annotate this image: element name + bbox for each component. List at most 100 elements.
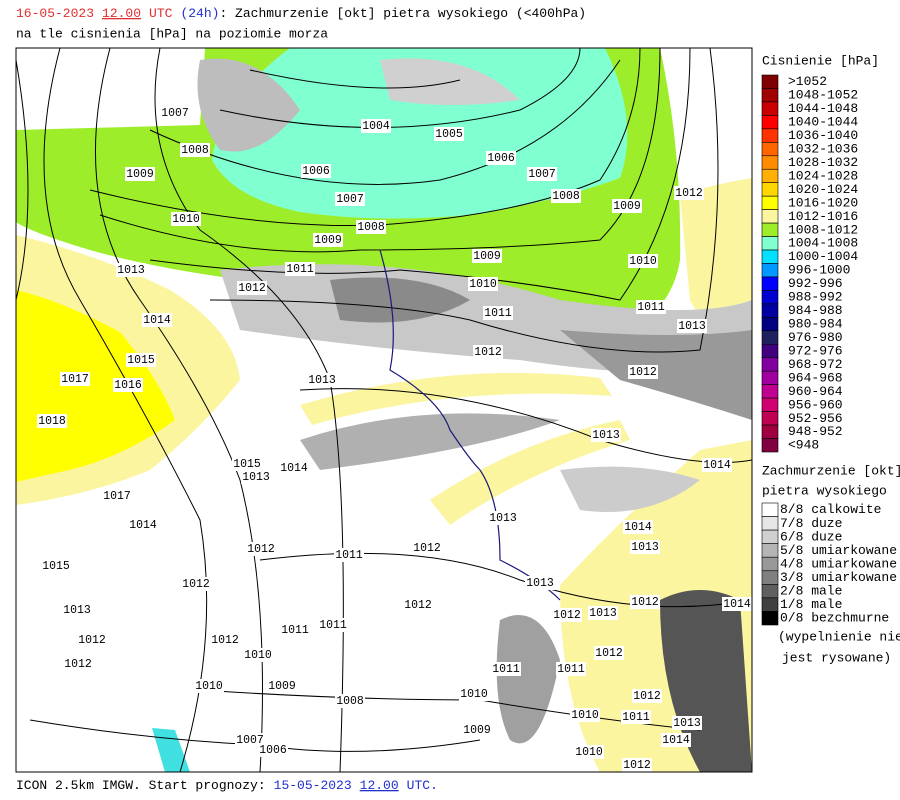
legend-swatch — [761, 276, 779, 291]
legend-swatch — [761, 115, 779, 130]
isobar-label-bg — [361, 119, 391, 133]
legend-label: 996-1000 — [788, 263, 850, 278]
legend-label: 992-996 — [788, 276, 843, 291]
legend-swatch — [761, 438, 779, 453]
isobar-label-bg — [301, 164, 331, 178]
isobar-label-bg — [630, 595, 660, 609]
isobar-label-bg — [472, 249, 502, 263]
map-frame — [15, 47, 753, 773]
legend-label: 1036-1040 — [788, 128, 858, 143]
isobar-label: 1013 — [673, 717, 701, 730]
isobar-label: 1012 — [675, 187, 703, 200]
utc: UTC — [149, 6, 173, 21]
legend-label: 1020-1024 — [788, 182, 858, 197]
isobar-label: 1013 — [242, 471, 270, 484]
legend-swatch — [761, 330, 779, 345]
isobar-label: 1015 — [127, 354, 155, 367]
legend-swatch — [761, 290, 779, 305]
isobar-label: 1011 — [335, 549, 363, 562]
start-hour: 12.00 — [360, 778, 399, 793]
isobar-label-bg — [334, 548, 364, 562]
isobar-label: 1012 — [629, 366, 657, 379]
isobar-label-bg — [237, 281, 267, 295]
isobar-label: 1011 — [557, 663, 585, 676]
isobar-label: 1012 — [474, 346, 502, 359]
cloud-legend-title: pietra wysokiego — [762, 483, 887, 498]
isobar-label-bg — [77, 633, 107, 647]
start-utc: UTC. — [407, 778, 438, 793]
isobar-label: 1013 — [592, 429, 620, 442]
isobar-label: 1014 — [723, 598, 751, 611]
cloud-legend-note: (wypelnienie nie — [778, 629, 900, 644]
isobar-label-bg — [612, 199, 642, 213]
cloud-legend-title: Zachmurzenie [okt] — [762, 463, 900, 478]
isobar-label: 1017 — [103, 490, 131, 503]
isobar-label-bg — [491, 662, 521, 676]
lead: (24h) — [180, 6, 219, 21]
isobar-label-bg — [527, 167, 557, 181]
legend-swatch — [761, 543, 779, 558]
isobar-label-bg — [246, 542, 276, 556]
isobar-label: 1012 — [64, 658, 92, 671]
isobar-label-bg — [623, 520, 653, 534]
cloud-legend-note: jest rysowane) — [782, 650, 891, 665]
isobar-label-bg — [702, 458, 732, 472]
isobar-label: 1007 — [161, 107, 189, 120]
isobar-label: 1012 — [182, 578, 210, 591]
isobar-label-bg — [335, 694, 365, 708]
isobar-label-bg — [434, 127, 464, 141]
isobar-label: 1010 — [460, 688, 488, 701]
legend-label: 952-956 — [788, 411, 843, 426]
isobar-label: 1008 — [357, 221, 385, 234]
legend-label: 1044-1048 — [788, 101, 858, 116]
isobar-label-bg — [661, 733, 691, 747]
legend-swatch — [761, 249, 779, 264]
legend-label: 972-976 — [788, 343, 843, 358]
isobar-label: 1012 — [404, 599, 432, 612]
isobar-label-bg — [574, 745, 604, 759]
isobar-label-bg — [171, 212, 201, 226]
isobar-label-bg — [672, 716, 702, 730]
isobar-label-bg — [473, 345, 503, 359]
legend-label: 988-992 — [788, 290, 843, 305]
isobar-label-bg — [462, 723, 492, 737]
isobar-label-bg — [267, 679, 297, 693]
legend-label: 1004-1008 — [788, 236, 858, 251]
start-date: 15-05-2023 — [274, 778, 352, 793]
isobar-label-bg — [180, 143, 210, 157]
legend-swatch — [761, 357, 779, 372]
isobar-label: 1007 — [336, 193, 364, 206]
isobar-label: 1017 — [61, 373, 89, 386]
isobar-label-bg — [181, 577, 211, 591]
isobar-label-bg — [313, 233, 343, 247]
isobar-label-bg — [622, 758, 652, 772]
isobar-label: 1013 — [63, 604, 91, 617]
isobar-label: 1012 — [211, 634, 239, 647]
isobar-label-bg — [160, 106, 190, 120]
isobar-label-bg — [116, 263, 146, 277]
isobar-label-bg — [63, 657, 93, 671]
isobar-label-bg — [356, 220, 386, 234]
isobar-label: 1014 — [143, 314, 171, 327]
legend-label: 1028-1032 — [788, 155, 858, 170]
isobar-label: 1009 — [268, 680, 296, 693]
legend-swatch — [761, 263, 779, 278]
isobar-label: 1010 — [629, 255, 657, 268]
isobar-label: 1009 — [126, 168, 154, 181]
isobar-label-bg — [636, 300, 666, 314]
legend-label: 968-972 — [788, 357, 843, 372]
isobar-label: 1010 — [575, 746, 603, 759]
isobar-label: 1013 — [308, 374, 336, 387]
legend-swatch — [761, 317, 779, 332]
isobar-label-bg — [628, 254, 658, 268]
legend-label: 1012-1016 — [788, 209, 858, 224]
isobar-label-bg — [243, 648, 273, 662]
title: : Zachmurzenie [okt] pietra wysokiego (<… — [219, 6, 586, 21]
legend-swatch — [761, 502, 779, 517]
legend-label: 6/8 duze — [780, 529, 842, 544]
legend-label: 1040-1044 — [788, 115, 858, 130]
isobar-label: 1014 — [703, 459, 731, 472]
legend-label: 1008-1012 — [788, 222, 858, 237]
legend-swatch — [761, 556, 779, 572]
